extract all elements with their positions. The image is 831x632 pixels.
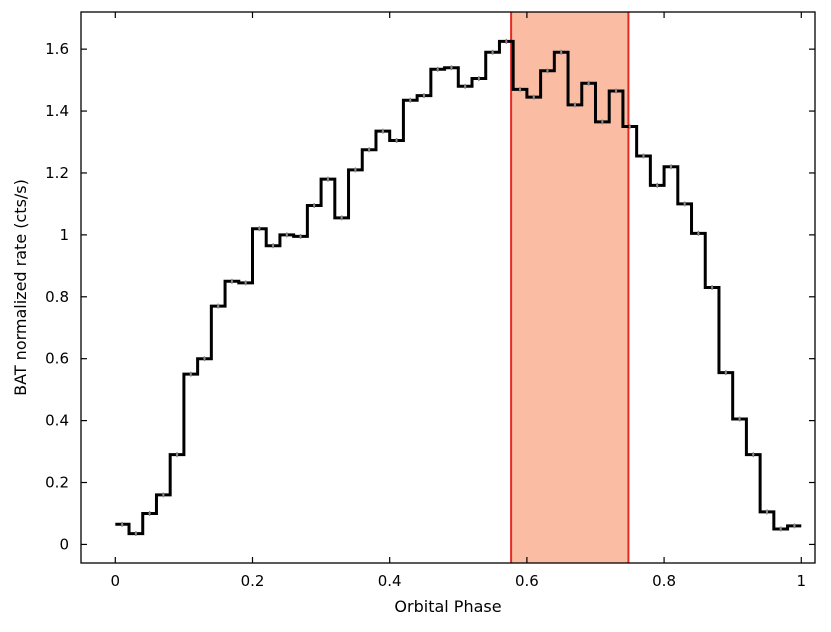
data-point [697, 232, 700, 235]
data-point [271, 244, 275, 247]
data-point [409, 99, 412, 102]
data-point [367, 148, 371, 151]
data-point [601, 120, 604, 124]
y-tick-label: 0.4 [45, 412, 69, 430]
x-tick-label: 1 [797, 572, 807, 590]
data-point [573, 103, 577, 107]
data-point [162, 493, 165, 497]
data-point [505, 40, 508, 43]
data-point [628, 125, 631, 128]
data-point [354, 168, 357, 172]
data-point [710, 286, 714, 289]
series-layer [115, 38, 802, 537]
shaded-region-layer [510, 12, 630, 563]
data-point [683, 202, 686, 206]
y-axis-title: BAT normalized rate (cts/s) [11, 179, 30, 396]
data-point [203, 357, 206, 360]
x-tick-label: 0.8 [652, 572, 676, 590]
data-point [752, 453, 755, 456]
data-point [299, 235, 302, 238]
data-point [258, 227, 261, 230]
data-point [326, 177, 330, 181]
data-point [148, 512, 151, 515]
data-point [230, 280, 234, 283]
x-tick-label: 0 [111, 572, 121, 590]
y-tick-label: 1.2 [45, 164, 69, 182]
y-tick-label: 1.6 [45, 40, 69, 58]
y-tick-label: 0.6 [45, 350, 69, 368]
data-point [656, 184, 659, 187]
data-point [724, 371, 728, 374]
x-axis-title: Orbital Phase [394, 597, 501, 616]
data-point [491, 51, 494, 54]
data-point [120, 523, 124, 526]
y-tick-label: 0.2 [45, 474, 69, 492]
ticks-layer: 0 0.2 0.4 0.6 0.8 1 0 0.2 0.4 0.6 0.8 1 1.2 1.4 1.6 [45, 12, 815, 590]
data-point [642, 154, 645, 158]
data-point [340, 216, 343, 220]
plot-frame [80, 11, 816, 564]
data-point [381, 129, 385, 133]
x-tick-label: 0.2 [241, 572, 265, 590]
data-point [587, 81, 590, 85]
data-point [477, 77, 481, 80]
y-tick-label: 1 [59, 226, 69, 244]
data-point [436, 68, 439, 71]
shaded-region [511, 12, 629, 563]
data-point [793, 524, 796, 528]
data-point [518, 88, 522, 91]
data-point [134, 532, 138, 535]
axes-layer [80, 11, 816, 564]
x-tick-label: 0.4 [378, 572, 402, 590]
data-point [189, 372, 192, 376]
data-point [450, 66, 453, 69]
data-point [175, 453, 179, 456]
data-point [738, 417, 741, 421]
data-point [614, 89, 618, 93]
data-point [546, 69, 549, 73]
x-tick-label: 0.6 [515, 572, 539, 590]
y-tick-label: 0.8 [45, 288, 69, 306]
data-point [779, 527, 782, 531]
data-point [313, 204, 316, 207]
data-point [285, 233, 288, 237]
y-tick-label: 1.4 [45, 102, 69, 120]
data-point [559, 51, 563, 54]
data-point [422, 94, 426, 97]
data-point [244, 281, 247, 285]
y-tick-label: 0 [59, 535, 69, 553]
data-point [463, 85, 467, 88]
data-point [669, 165, 673, 168]
data-point [765, 510, 769, 514]
data-point [216, 304, 220, 308]
data-point [395, 139, 398, 142]
data-point [532, 95, 535, 99]
